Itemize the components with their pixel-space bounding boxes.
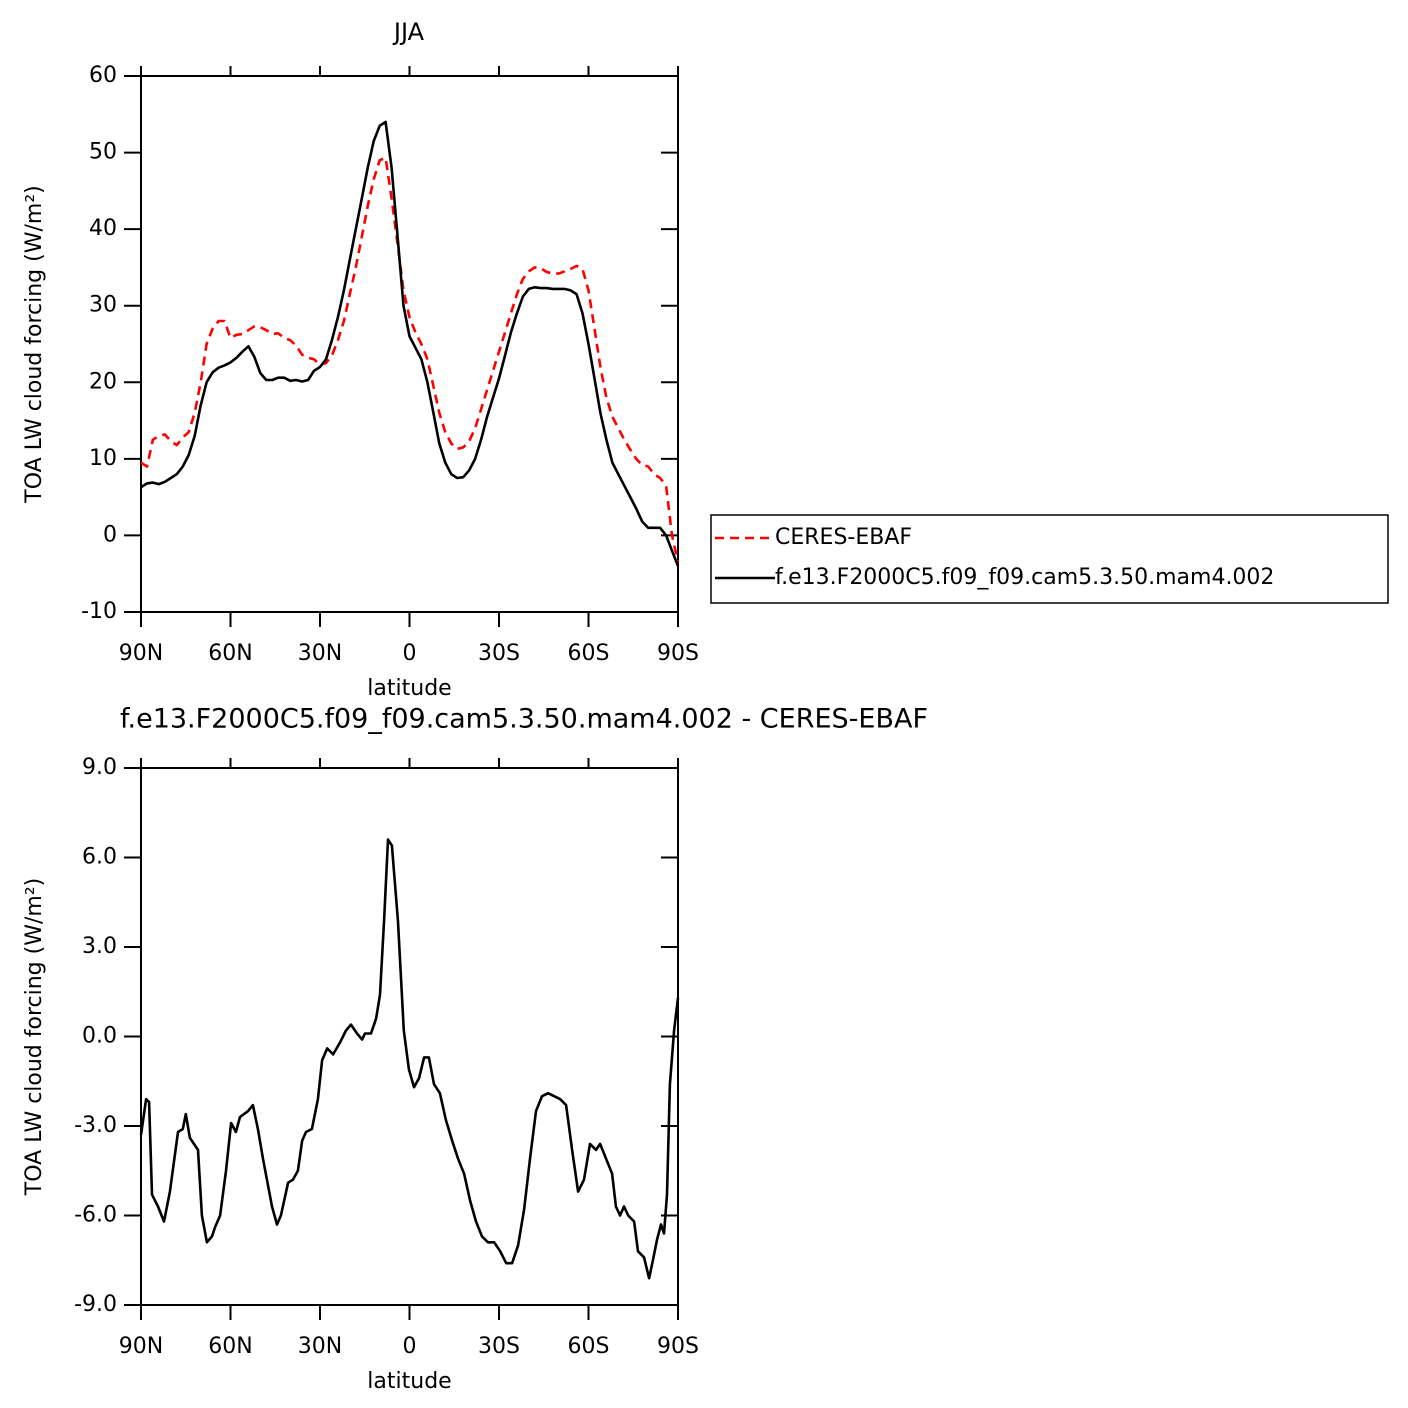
x-tick-label: 30N [298, 1334, 342, 1359]
x-tick-label: 30S [478, 641, 520, 666]
plot-frame [140, 767, 679, 1306]
y-tick-label: 0 [103, 522, 117, 547]
y-axis-label: TOA LW cloud forcing (W/m²) [22, 185, 47, 503]
legend-label: CERES-EBAF [775, 525, 912, 550]
legend-label: f.e13.F2000C5.f09_f09.cam5.3.50.mam4.002 [775, 565, 1274, 590]
data-line [140, 156, 680, 563]
y-tick-label: -9.0 [74, 1292, 117, 1317]
y-axis-label: TOA LW cloud forcing (W/m²) [22, 878, 47, 1196]
y-tick-label: 30 [89, 293, 117, 318]
y-tick-label: 0.0 [82, 1024, 117, 1049]
plot-frame [140, 75, 679, 613]
x-tick-label: 60N [208, 1334, 252, 1359]
x-tick-label: 60S [568, 641, 610, 666]
x-tick-label: 90N [119, 1334, 163, 1359]
x-tick-label: 30N [298, 641, 342, 666]
y-tick-label: 40 [89, 216, 117, 241]
x-tick-label: 60N [208, 641, 252, 666]
x-tick-label: 90S [657, 1334, 699, 1359]
x-tick-label: 90S [657, 641, 699, 666]
y-tick-label: 60 [89, 63, 117, 88]
y-tick-label: 10 [89, 446, 117, 471]
legend-box [710, 514, 1389, 604]
y-tick-label: -6.0 [74, 1203, 117, 1228]
x-tick-label: 0 [403, 1334, 417, 1359]
x-axis-label: latitude [367, 676, 451, 701]
x-tick-label: 60S [568, 1334, 610, 1359]
data-line [139, 838, 680, 1280]
y-tick-label: -3.0 [74, 1113, 117, 1138]
y-tick-label: 20 [89, 369, 117, 394]
y-tick-label: 50 [89, 140, 117, 165]
x-tick-label: 30S [478, 1334, 520, 1359]
chart-title: JJA [392, 18, 425, 46]
data-line [140, 120, 680, 567]
x-tick-label: 0 [403, 641, 417, 666]
y-tick-label: 6.0 [82, 845, 117, 870]
chart-title: f.e13.F2000C5.f09_f09.cam5.3.50.mam4.002… [120, 704, 928, 735]
y-tick-label: 9.0 [82, 755, 117, 780]
y-tick-label: 3.0 [82, 934, 117, 959]
x-axis-label: latitude [367, 1369, 451, 1394]
x-tick-label: 90N [119, 641, 163, 666]
y-tick-label: -10 [81, 599, 117, 624]
